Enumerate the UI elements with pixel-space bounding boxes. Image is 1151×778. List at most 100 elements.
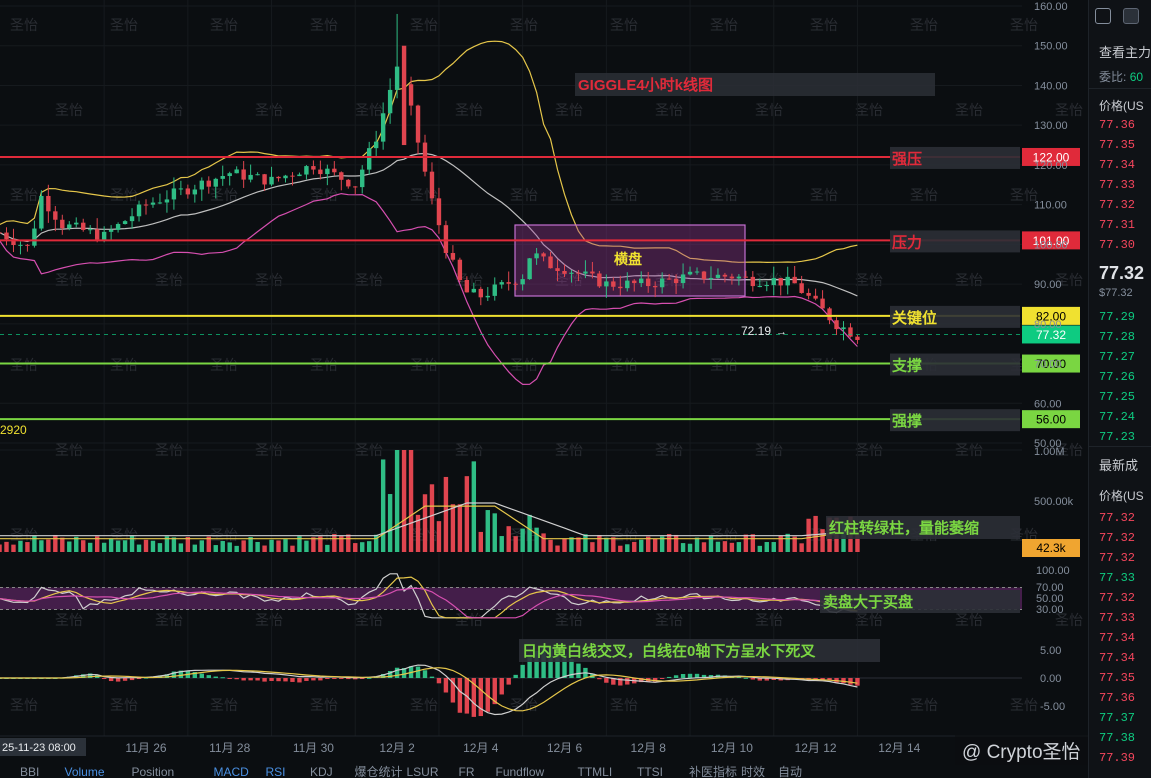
candle-body <box>325 168 330 175</box>
indicator-tab[interactable]: Position <box>132 765 175 778</box>
price-axis-tick: 120.00 <box>1034 160 1068 172</box>
rsi-annotation: 卖盘大于买盘 <box>823 593 913 611</box>
indicator-tab[interactable]: LSUR <box>407 765 439 778</box>
indicator-tab[interactable]: Fundflow <box>496 765 545 778</box>
candle-body <box>318 169 323 175</box>
volume-bar <box>590 542 595 552</box>
trades-title[interactable]: 最新成 <box>1099 458 1139 473</box>
candle-body <box>199 180 204 190</box>
indicator-tab[interactable]: TTSI <box>637 765 663 778</box>
trade-row[interactable]: 77.32 <box>1099 591 1136 605</box>
indicator-tab[interactable]: FR <box>459 765 475 778</box>
indicator-tab[interactable]: TTMLI <box>578 765 613 778</box>
macd-histogram-bar <box>652 678 658 682</box>
indicator-tab[interactable]: Volume <box>65 765 105 778</box>
indicator-tab[interactable]: MACD <box>214 765 250 778</box>
watermark: 圣怡 <box>110 357 138 373</box>
candle-body <box>94 229 100 240</box>
candle-body <box>639 278 644 284</box>
trade-row[interactable]: 77.34 <box>1099 651 1136 665</box>
watermark: 圣怡 <box>410 697 438 713</box>
ask-row[interactable]: 77.33 <box>1099 178 1136 192</box>
indicator-tab[interactable]: BBI <box>20 765 39 778</box>
trade-row[interactable]: 77.32 <box>1099 551 1136 565</box>
indicator-tab[interactable]: 自动 <box>778 765 802 778</box>
volume-bar <box>304 540 309 552</box>
indicator-tab[interactable]: KDJ <box>310 765 333 778</box>
candle-body <box>373 141 379 149</box>
volume-bar <box>569 537 574 552</box>
bid-row[interactable]: 77.26 <box>1099 370 1136 384</box>
watermark: 圣怡 <box>110 187 138 203</box>
bid-row[interactable]: 77.23 <box>1099 430 1136 444</box>
watermark: 圣怡 <box>310 187 338 203</box>
volume-bar <box>736 542 742 552</box>
ask-row[interactable]: 77.35 <box>1099 138 1136 152</box>
watermark: 圣怡 <box>610 357 638 373</box>
trade-row[interactable]: 77.37 <box>1099 711 1136 725</box>
candle-body <box>408 84 414 106</box>
rsi-axis-tick: 70.00 <box>1036 582 1064 594</box>
volume-bar <box>248 537 253 552</box>
macd-histogram-bar <box>687 673 693 678</box>
bid-row[interactable]: 77.29 <box>1099 310 1136 324</box>
trade-row[interactable]: 77.38 <box>1099 731 1136 745</box>
ask-row[interactable]: 77.36 <box>1099 118 1136 132</box>
date-axis-tick: 11月 30 <box>293 741 334 755</box>
bid-row[interactable]: 77.27 <box>1099 350 1136 364</box>
watermark: 圣怡 <box>210 17 238 33</box>
orderbook-title[interactable]: 查看主力 <box>1099 45 1151 60</box>
candle-body <box>764 285 769 287</box>
ask-row[interactable]: 77.32 <box>1099 198 1136 212</box>
layout-icon[interactable] <box>1095 8 1111 24</box>
macd-histogram-bar <box>673 675 679 678</box>
watermark: 圣怡 <box>810 357 838 373</box>
watermark: 圣怡 <box>310 357 338 373</box>
macd-histogram-bar <box>478 678 483 717</box>
candle-body <box>311 166 316 170</box>
macd-histogram-bar <box>213 676 218 678</box>
candle-body <box>81 222 86 230</box>
orderbook-view-icon[interactable] <box>1123 8 1139 24</box>
indicator-tab[interactable]: 时效 <box>741 764 765 778</box>
indicator-tab[interactable]: 补医指标 <box>689 764 737 778</box>
ask-row[interactable]: 77.31 <box>1099 218 1136 232</box>
bid-row[interactable]: 77.25 <box>1099 390 1136 404</box>
trade-row[interactable]: 77.32 <box>1099 511 1136 525</box>
price-axis-tick: 160.00 <box>1034 1 1068 13</box>
candle-body <box>513 283 518 285</box>
macd-histogram-bar <box>248 678 253 681</box>
indicator-tab[interactable]: RSI <box>266 765 286 778</box>
trade-row[interactable]: 77.39 <box>1099 751 1136 765</box>
annotation-box <box>820 590 1020 613</box>
macd-histogram-bar <box>666 676 672 678</box>
volume-bar <box>499 536 504 552</box>
bid-row[interactable]: 77.24 <box>1099 410 1136 424</box>
candle-body <box>136 204 142 217</box>
trade-row[interactable]: 77.33 <box>1099 611 1136 625</box>
ask-row[interactable]: 77.34 <box>1099 158 1136 172</box>
candle-body <box>269 176 274 185</box>
candle-body <box>450 253 456 260</box>
trade-row[interactable]: 77.32 <box>1099 531 1136 545</box>
volume-bar <box>520 528 525 552</box>
indicator-tab[interactable]: 爆仓统计 <box>355 765 403 778</box>
candle-body <box>541 253 546 257</box>
candle-body <box>276 176 281 179</box>
bollinger-lower <box>0 192 858 386</box>
trade-row[interactable]: 77.33 <box>1099 571 1136 585</box>
price-tag-text: 56.00 <box>1036 413 1066 427</box>
watermark: 圣怡 <box>910 17 938 33</box>
trade-row[interactable]: 77.34 <box>1099 631 1136 645</box>
bid-row[interactable]: 77.28 <box>1099 330 1136 344</box>
trade-row[interactable]: 77.35 <box>1099 671 1136 685</box>
date-axis-tick: 12月 14 <box>878 741 920 755</box>
trade-row[interactable]: 77.36 <box>1099 691 1136 705</box>
candle-body <box>227 173 232 177</box>
macd-histogram-bar <box>143 677 149 679</box>
ask-row[interactable]: 77.30 <box>1099 238 1136 252</box>
price-tag <box>1022 410 1080 429</box>
macd-histogram-bar <box>848 678 853 685</box>
volume-bar <box>39 540 44 552</box>
